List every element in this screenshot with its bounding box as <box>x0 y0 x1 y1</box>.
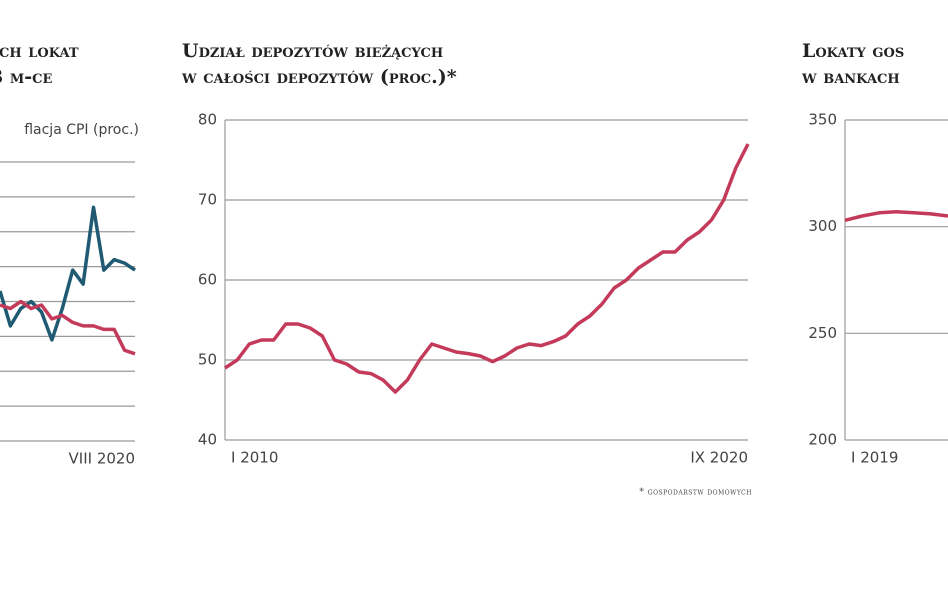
legend-label: flacja CPI (proc.) <box>24 122 139 138</box>
chart-title: Udział depozytów bieżących <box>182 40 443 62</box>
y-tick-label: 40 <box>198 431 217 449</box>
y-tick-label: 200 <box>808 431 837 449</box>
y-tick-label: 350 <box>808 111 837 129</box>
x-tick-label: I 2019 <box>851 449 898 467</box>
chart-title: ych lokat <box>0 40 79 62</box>
x-tick-label: VIII 2020 <box>69 450 135 468</box>
series-line <box>224 143 750 394</box>
series-line <box>0 299 136 356</box>
x-tick-label: IX 2020 <box>690 449 748 467</box>
chart-title: 3 m-ce <box>0 66 52 88</box>
chart-title: w całości depozytów (proc.)* <box>181 66 457 88</box>
chart-title: w bankach <box>801 66 900 88</box>
series-line <box>844 209 948 222</box>
series-line <box>0 205 136 342</box>
y-tick-label: 80 <box>198 111 217 129</box>
y-tick-label: 50 <box>198 351 217 369</box>
y-tick-label: 300 <box>808 217 837 235</box>
chart-title: Lokaty gos <box>802 40 904 62</box>
y-tick-label: 70 <box>198 191 217 209</box>
footnote: * gospodarstw domowych <box>639 488 752 498</box>
y-tick-label: 60 <box>198 271 217 289</box>
y-tick-label: 250 <box>808 324 837 342</box>
x-tick-label: I 2010 <box>231 449 278 467</box>
